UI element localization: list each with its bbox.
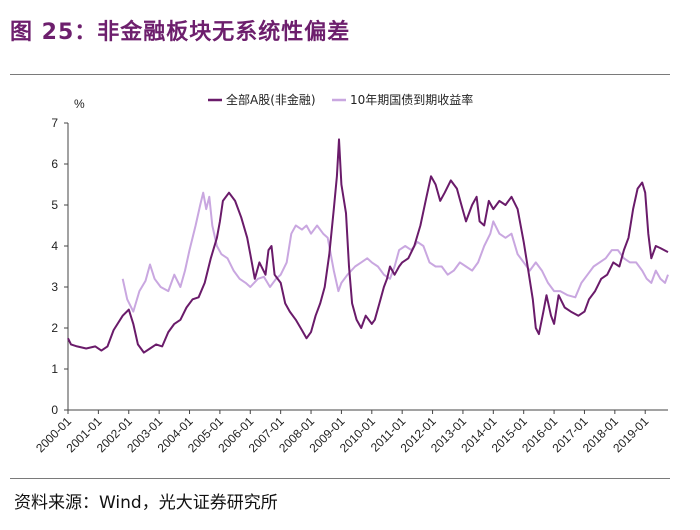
x-tick-labels: 2000-012001-012002-012003-012004-012005-… [33, 414, 651, 455]
y-tick-label: 0 [51, 403, 58, 417]
y-tick-label: 4 [51, 239, 58, 253]
legend: 全部A股(非金融) 10年期国债到期收益率 [208, 92, 473, 107]
line-chart: 0 1 2 3 4 5 6 7 2000-012001-012002-012003-01200… [33, 92, 669, 455]
legend-label-1: 全部A股(非金融) [226, 92, 316, 107]
y-tick-label: 7 [51, 116, 58, 130]
y-tick-label: 3 [51, 280, 58, 294]
y-tick-label: 1 [51, 362, 58, 376]
source-note: 资料来源：Wind，光大证券研究所 [14, 493, 278, 513]
series-line-1 [67, 138, 669, 354]
series-lines [67, 138, 669, 354]
y-tick-labels: 0 1 2 3 4 5 6 7 [51, 116, 58, 417]
figure-title: 图 25：非金融板块无系统性偏差 [10, 20, 351, 45]
series-line-2 [121, 191, 669, 313]
y-tick-label: 6 [51, 157, 58, 171]
y-tick-label: 2 [51, 321, 58, 335]
legend-label-2: 10年期国债到期收益率 [350, 92, 473, 107]
y-axis-unit: % [74, 97, 85, 111]
top-divider [10, 74, 670, 75]
bottom-divider [10, 478, 670, 479]
y-tick-label: 5 [51, 198, 58, 212]
chart-axes [64, 122, 668, 414]
